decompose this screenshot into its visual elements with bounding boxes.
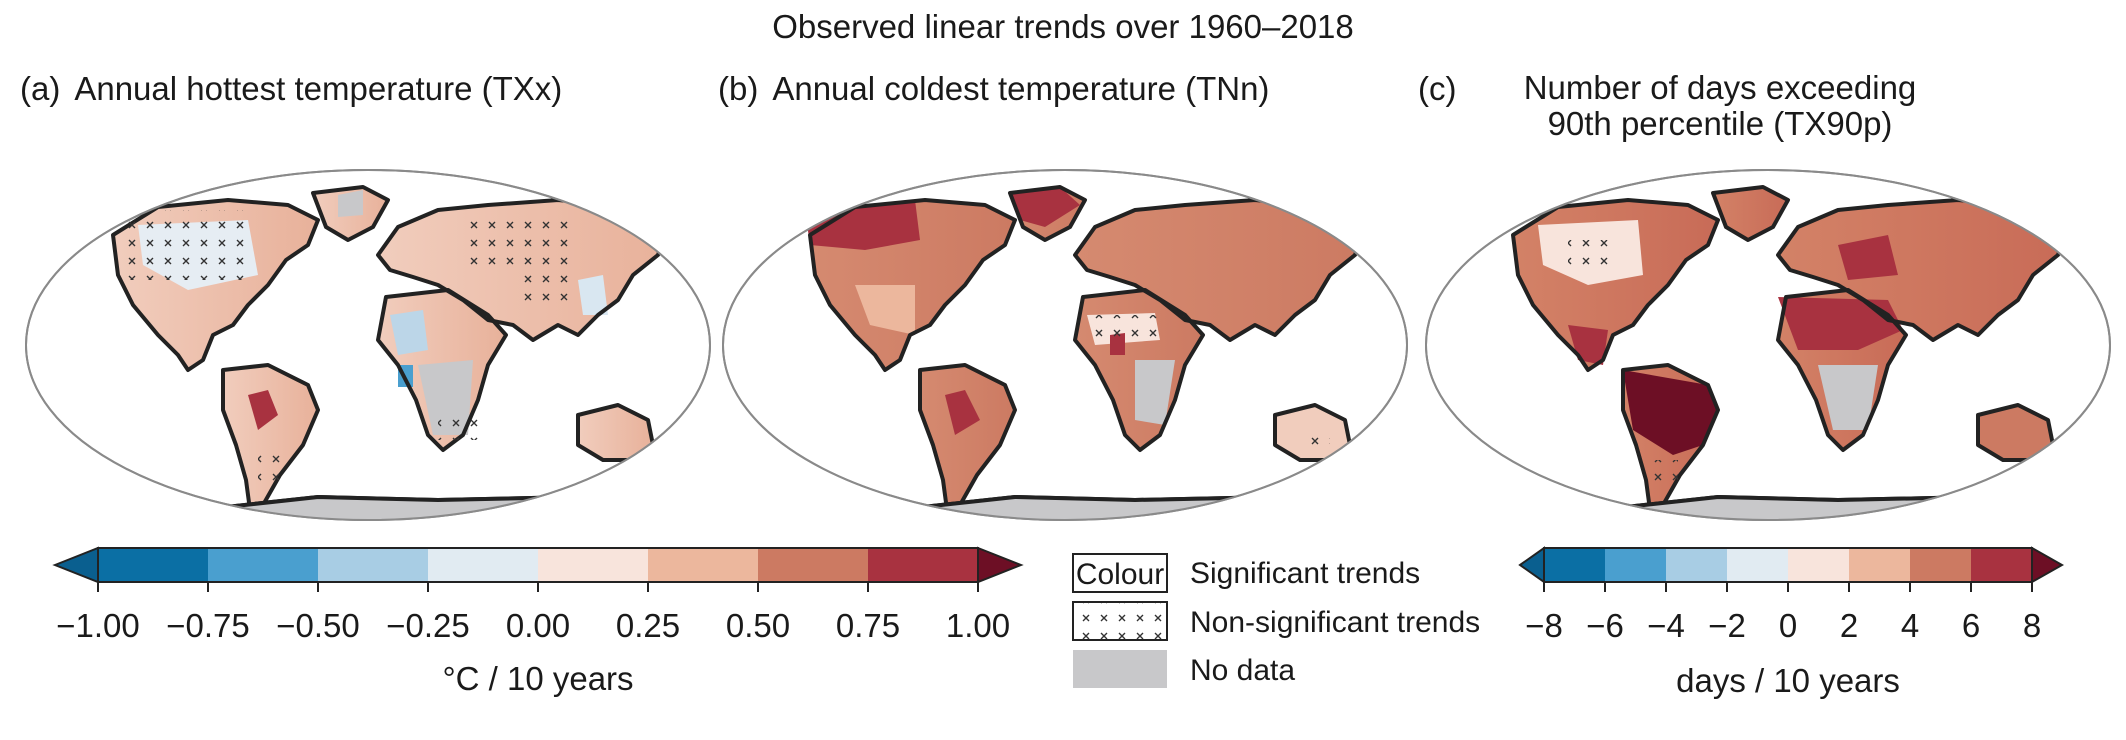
panel-b-letter: (b)	[718, 70, 759, 107]
colorbar-right-bin	[1666, 548, 1727, 582]
colorbar-right-bin	[1788, 548, 1849, 582]
colorbar-right-tick: 4	[1901, 607, 1919, 644]
legend-nodata-box	[1073, 650, 1167, 688]
panel-b-label: Annual coldest temperature (TNn)	[772, 70, 1270, 107]
colorbar-right-under-arrow	[1518, 546, 1545, 584]
colorbar-left-bin	[648, 548, 758, 582]
panel-b-title: (b) Annual coldest temperature (TNn)	[718, 70, 1269, 108]
colorbar-left-bin	[538, 548, 648, 582]
colorbar-right-bin	[1544, 548, 1605, 582]
colorbar-left-tick: 0.75	[836, 607, 900, 644]
colorbar-left: −1.00 −0.75 −0.50 −0.25 0.00 0.25 0.50 0…	[52, 546, 1024, 697]
colorbar-right: −8 −6 −4 −2 0 2 4 6 8 days / 10 years	[1518, 546, 2065, 699]
colorbar-right-tick: 6	[1962, 607, 1980, 644]
colorbar-right-tick: 2	[1840, 607, 1858, 644]
legend-hatch-box	[1072, 601, 1168, 641]
legend-nodata-label: No data	[1190, 654, 1295, 687]
colorbar-left-bin	[98, 548, 208, 582]
panel-c-label-line1: Number of days exceeding	[1523, 69, 1917, 106]
colorbar-right-bin	[1727, 548, 1788, 582]
colorbar-right-tick: −8	[1525, 607, 1563, 644]
panel-c-letter: (c)	[1418, 70, 1457, 107]
colorbar-right-tick: 0	[1779, 607, 1797, 644]
map-panel-a	[25, 169, 711, 521]
map-panel-b	[722, 169, 1408, 521]
colorbar-left-bin	[208, 548, 318, 582]
colorbar-right-tick: 8	[2023, 607, 2041, 644]
colorbar-left-tick: −0.50	[276, 607, 360, 644]
colorbar-right-bin	[1605, 548, 1666, 582]
panel-a-letter: (a)	[20, 70, 61, 107]
legend: Colour Significant trends Non-significan…	[1072, 553, 1480, 688]
colorbar-right-bin	[1849, 548, 1910, 582]
legend-significant-label: Significant trends	[1190, 557, 1420, 590]
colorbar-left-over-arrow	[977, 546, 1024, 584]
legend-colour-box	[1072, 553, 1168, 593]
colorbar-right-over-arrow	[2031, 546, 2065, 584]
colorbar-left-bin	[758, 548, 868, 582]
panel-c-label-line2: 90th percentile (TX90p)	[1547, 105, 1893, 142]
colorbar-right-tick: −2	[1708, 607, 1746, 644]
colorbar-left-tick: −0.75	[166, 607, 250, 644]
colorbar-right-tick: −6	[1586, 607, 1624, 644]
colorbar-left-tick: 0.25	[616, 607, 680, 644]
panel-a-label: Annual hottest temperature (TXx)	[74, 70, 563, 107]
legend-colour-label: Colour	[1076, 558, 1164, 591]
colorbar-right-unit: days / 10 years	[1676, 662, 1900, 699]
colorbar-left-bin	[318, 548, 428, 582]
panel-a-title: (a) Annual hottest temperature (TXx)	[20, 70, 562, 108]
colorbar-left-tick: −0.25	[386, 607, 470, 644]
colorbar-right-bin	[1971, 548, 2032, 582]
colorbar-right-bin	[1910, 548, 1971, 582]
colorbar-left-tick: 0.50	[726, 607, 790, 644]
colorbar-left-tick: 1.00	[946, 607, 1010, 644]
colorbar-left-bin	[868, 548, 978, 582]
legend-non-significant-label: Non-significant trends	[1190, 606, 1480, 639]
figure-title: Observed linear trends over 1960–2018	[772, 8, 1354, 45]
map-panel-c	[1425, 169, 2111, 521]
colorbar-right-tick: −4	[1647, 607, 1685, 644]
colorbar-left-tick: 0.00	[506, 607, 570, 644]
colorbar-left-under-arrow	[52, 546, 99, 584]
panel-c-title: Number of days exceeding 90th percentile…	[1500, 70, 1940, 142]
colorbar-left-bin	[428, 548, 538, 582]
colorbar-left-unit: °C / 10 years	[442, 660, 633, 697]
colorbar-left-tick: −1.00	[56, 607, 140, 644]
